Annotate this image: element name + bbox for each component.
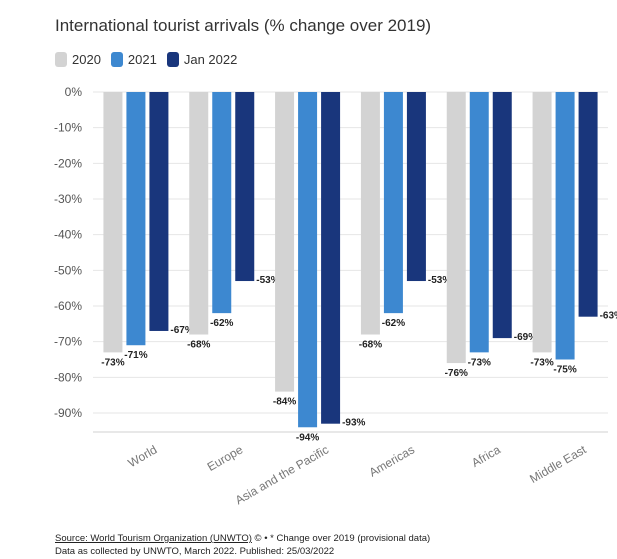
legend-label-2021: 2021 xyxy=(127,52,157,67)
legend-swatch-jan-2022 xyxy=(166,52,179,67)
bar-jan-2022 xyxy=(149,92,169,331)
legend-item-2020[interactable]: 2020 xyxy=(55,52,101,67)
data-label-jan-2022: -53% xyxy=(428,275,451,286)
source-link[interactable]: Source: World Tourism Organization (UNWT… xyxy=(55,533,252,544)
bar-2021 xyxy=(126,92,146,346)
bar-2020 xyxy=(360,92,380,335)
y-tick-label: -10% xyxy=(54,121,82,135)
legend: 2020 2021 Jan 2022 xyxy=(55,52,237,67)
data-label-jan-2022: -69% xyxy=(514,332,537,343)
x-tick-label: Europe xyxy=(205,442,246,474)
bar-jan-2022 xyxy=(235,92,255,282)
bar-2020 xyxy=(446,92,466,364)
data-label-2020: -73% xyxy=(530,357,553,368)
bar-2021 xyxy=(212,92,232,314)
y-tick-label: 0% xyxy=(65,85,83,99)
bar-2020 xyxy=(103,92,123,353)
chart-title: International tourist arrivals (% change… xyxy=(55,16,432,35)
data-label-2021: -73% xyxy=(468,357,491,368)
data-label-2020: -73% xyxy=(101,357,124,368)
bar-2020 xyxy=(532,92,552,353)
y-tick-label: -40% xyxy=(54,228,82,242)
footer: Source: World Tourism Organization (UNWT… xyxy=(55,532,430,558)
bar-jan-2022 xyxy=(406,92,426,282)
y-tick-label: -90% xyxy=(54,406,82,420)
legend-label-jan-2022: Jan 2022 xyxy=(183,52,238,67)
legend-item-2021[interactable]: 2021 xyxy=(110,52,157,67)
bar-2021 xyxy=(383,92,403,314)
legend-swatch-2020 xyxy=(55,52,67,67)
bar-jan-2022 xyxy=(578,92,598,317)
y-tick-label: -30% xyxy=(54,192,82,206)
data-label-jan-2022: -67% xyxy=(170,325,193,336)
y-tick-label: -50% xyxy=(54,263,82,277)
data-label-2020: -68% xyxy=(187,340,210,351)
legend-label-2020: 2020 xyxy=(72,52,101,67)
bar-2021 xyxy=(555,92,575,360)
bar-2020 xyxy=(189,92,209,335)
bar-jan-2022 xyxy=(321,92,341,424)
data-label-2020: -84% xyxy=(273,397,296,408)
bar-2021 xyxy=(298,92,318,428)
x-tick-label: Americas xyxy=(367,442,417,479)
x-tick-label: Africa xyxy=(469,442,503,470)
bar-jan-2022 xyxy=(492,92,512,339)
bar-chart: 0% -10% -20% -30% -40% -50% -60% -70% -80% -90% -7… xyxy=(54,85,617,507)
data-label-2021: -71% xyxy=(124,350,147,361)
y-tick-label: -60% xyxy=(54,299,82,313)
legend-item-jan-2022[interactable]: Jan 2022 xyxy=(166,52,238,67)
data-label-2021: -62% xyxy=(382,318,405,329)
data-label-2020: -68% xyxy=(359,340,382,351)
y-tick-label: -80% xyxy=(54,370,82,384)
data-label-2021: -62% xyxy=(210,318,233,329)
legend-swatch-2021 xyxy=(110,52,123,67)
data-label-jan-2022: -63% xyxy=(600,311,617,322)
x-tick-label: World xyxy=(125,442,159,470)
data-label-2021: -75% xyxy=(553,365,576,376)
data-label-2021: -94% xyxy=(296,432,319,443)
x-tick-label: Middle East xyxy=(527,442,589,486)
x-tick-label: Asia and the Pacific xyxy=(233,442,331,507)
data-label-jan-2022: -53% xyxy=(256,275,279,286)
footer-line-1: Source: World Tourism Organization (UNWT… xyxy=(55,532,430,545)
data-label-2020: -76% xyxy=(445,368,468,379)
source-note: © • * Change over 2019 (provisional data… xyxy=(251,533,431,544)
data-label-jan-2022: -93% xyxy=(342,418,365,429)
y-tick-label: -70% xyxy=(54,335,82,349)
y-tick-label: -20% xyxy=(54,156,82,170)
bar-2021 xyxy=(469,92,489,353)
bar-2020 xyxy=(275,92,295,392)
footer-line-2: Data as collected by UNWTO, March 2022. … xyxy=(55,546,335,557)
